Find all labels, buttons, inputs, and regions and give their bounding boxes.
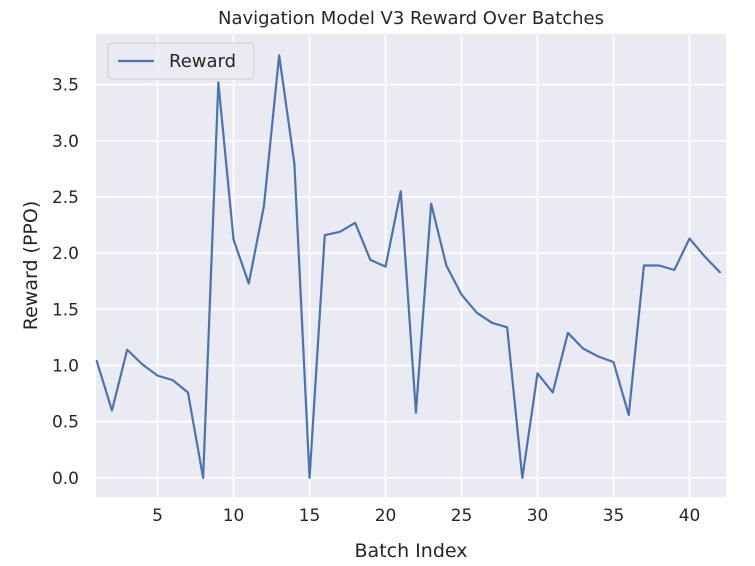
y-axis-title: Reward (PPO) bbox=[20, 201, 42, 331]
y-tick-label: 3.0 bbox=[52, 132, 79, 152]
legend-label-reward: Reward bbox=[169, 51, 236, 72]
chart-title: Navigation Model V3 Reward Over Batches bbox=[218, 8, 604, 29]
y-tick-label: 1.0 bbox=[52, 357, 79, 377]
y-tick-label: 2.5 bbox=[52, 188, 79, 208]
y-tick-label: 0.5 bbox=[52, 413, 79, 433]
x-axis-title: Batch Index bbox=[355, 540, 468, 562]
series-layer bbox=[95, 54, 722, 479]
y-tick-label: 3.5 bbox=[52, 76, 79, 96]
x-tick-label: 20 bbox=[375, 506, 397, 526]
y-tick-label: 0.0 bbox=[52, 469, 79, 489]
x-tick-label: 5 bbox=[152, 506, 163, 526]
y-tick-label: 2.0 bbox=[52, 244, 79, 264]
x-tick-label: 35 bbox=[603, 506, 625, 526]
x-tick-label: 40 bbox=[679, 506, 701, 526]
x-tick-label: 25 bbox=[451, 506, 473, 526]
plot-background bbox=[96, 34, 726, 497]
series-line-reward bbox=[95, 54, 722, 479]
x-tick-label: 30 bbox=[527, 506, 549, 526]
tick-labels: 5 10 15 20 25 30 35 40 0.0 0.5 1.0 1.5 2.0 2.5 3.0 3.5 bbox=[52, 76, 700, 526]
x-tick-label: 10 bbox=[223, 506, 245, 526]
grid-lines bbox=[96, 34, 726, 497]
y-tick-label: 1.5 bbox=[52, 300, 79, 320]
legend: Reward bbox=[107, 42, 255, 80]
legend-box bbox=[107, 42, 255, 80]
x-tick-label: 15 bbox=[299, 506, 321, 526]
